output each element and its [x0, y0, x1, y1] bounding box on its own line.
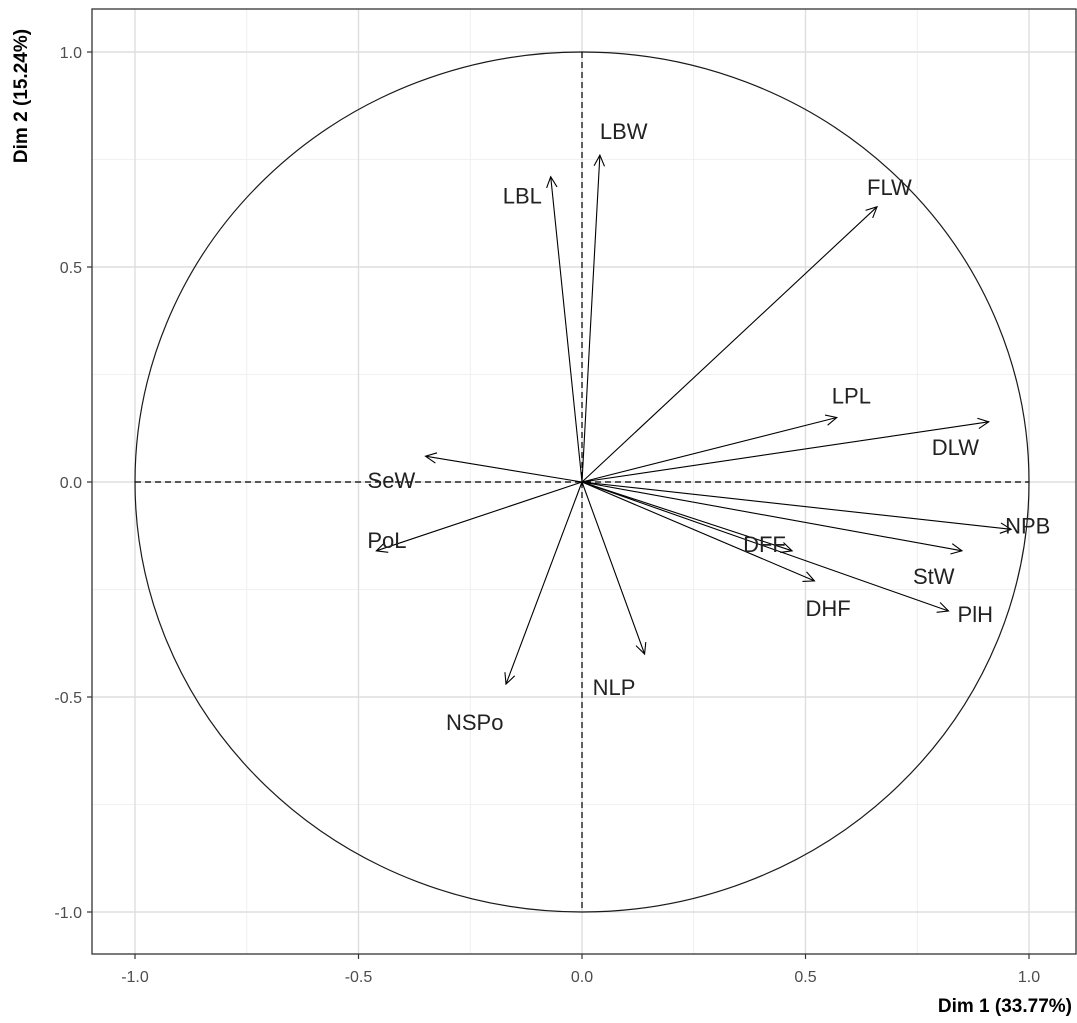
- x-axis-title: Dim 1 (33.77%): [938, 996, 1072, 1017]
- arrow-shaft-stw: [581, 481, 963, 552]
- arrow-shaft-flw: [581, 206, 878, 483]
- variable-label-pol: PoL: [367, 528, 406, 553]
- variable-label-plh: PlH: [958, 602, 993, 627]
- y-tick-label: 0.0: [60, 475, 82, 492]
- arrow-head-dff: [780, 542, 794, 553]
- arrow-npb: [581, 481, 1013, 534]
- arrow-head-plh: [936, 602, 950, 613]
- arrow-pol: [375, 481, 583, 553]
- variable-label-npb: NPB: [1005, 513, 1050, 538]
- arrow-dlw: [581, 417, 991, 483]
- arrow-head-stw: [950, 543, 964, 555]
- arrow-head-lbl: [546, 175, 558, 189]
- x-axis-ticks: -1.0 -0.5 0.0 0.5 1.0: [121, 954, 1040, 986]
- arrow-head-pol: [375, 542, 389, 553]
- y-tick-label: 0.5: [60, 260, 82, 277]
- variable-label-nspo: NSPo: [446, 710, 503, 735]
- arrow-lbl: [546, 175, 583, 483]
- arrow-head-flw: [865, 205, 878, 219]
- variable-label-lbw: LBW: [600, 119, 648, 144]
- y-tick-label: 1.0: [60, 45, 82, 62]
- x-tick-label: -1.0: [121, 969, 149, 986]
- arrow-head-lpl: [824, 414, 839, 426]
- variable-label-lbl: LBL: [503, 184, 542, 209]
- arrow-shaft-npb: [581, 481, 1012, 530]
- arrow-shaft-plh: [581, 481, 949, 612]
- variable-label-nlp: NLP: [593, 675, 636, 700]
- y-tick-label: -0.5: [54, 690, 82, 707]
- arrow-head-sew: [424, 452, 438, 464]
- x-tick-label: 0.0: [571, 969, 593, 986]
- y-axis-title: Dim 2 (15.24%): [11, 29, 32, 163]
- arrow-nspo: [504, 481, 583, 686]
- arrow-head-npb: [999, 522, 1013, 534]
- arrow-head-dhf: [802, 571, 816, 583]
- arrow-shaft-lbl: [550, 176, 583, 483]
- arrow-flw: [581, 205, 878, 483]
- arrow-shaft-lbw: [581, 155, 601, 483]
- arrow-shaft-pol: [376, 481, 583, 552]
- arrow-plh: [581, 481, 950, 613]
- arrow-head-lbw: [593, 153, 606, 167]
- arrow-dhf: [581, 481, 816, 583]
- arrow-head-nspo: [504, 672, 516, 686]
- arrow-shaft-nlp: [581, 481, 646, 655]
- arrow-lpl: [581, 414, 839, 483]
- variable-label-dff: DFF: [743, 532, 786, 557]
- x-tick-label: 1.0: [1018, 969, 1040, 986]
- arrow-sew: [424, 452, 583, 483]
- variable-label-lpl: LPL: [832, 384, 871, 409]
- y-tick-label: -1.0: [54, 905, 82, 922]
- variable-label-stw: StW: [913, 564, 955, 589]
- arrow-stw: [581, 481, 964, 555]
- variable-label-sew: SeW: [368, 468, 416, 493]
- variable-label-flw: FLW: [867, 175, 912, 200]
- arrow-head-nlp: [635, 642, 647, 656]
- arrow-shaft-dff: [581, 481, 793, 552]
- arrow-head-dlw: [977, 417, 991, 429]
- arrow-shaft-dlw: [581, 421, 989, 483]
- arrow-layer: [375, 153, 1013, 686]
- y-axis-ticks: -1.0 -0.5 0.0 0.5 1.0: [54, 45, 92, 922]
- label-layer: LBW LBL FLW LPL DLW NPB DFF StW DHF PlH NLP NSPo SeW…: [367, 119, 1050, 735]
- arrow-dff: [581, 481, 794, 553]
- arrow-shaft-nspo: [505, 481, 583, 685]
- x-tick-label: -0.5: [345, 969, 373, 986]
- arrow-shaft-lpl: [581, 416, 837, 483]
- arrow-shaft-dhf: [581, 481, 815, 582]
- variable-label-dhf: DHF: [805, 596, 850, 621]
- variable-label-dlw: DLW: [932, 435, 979, 460]
- x-tick-label: 0.5: [794, 969, 816, 986]
- arrow-lbw: [581, 153, 606, 483]
- arrow-nlp: [581, 481, 647, 656]
- arrow-shaft-sew: [425, 455, 583, 483]
